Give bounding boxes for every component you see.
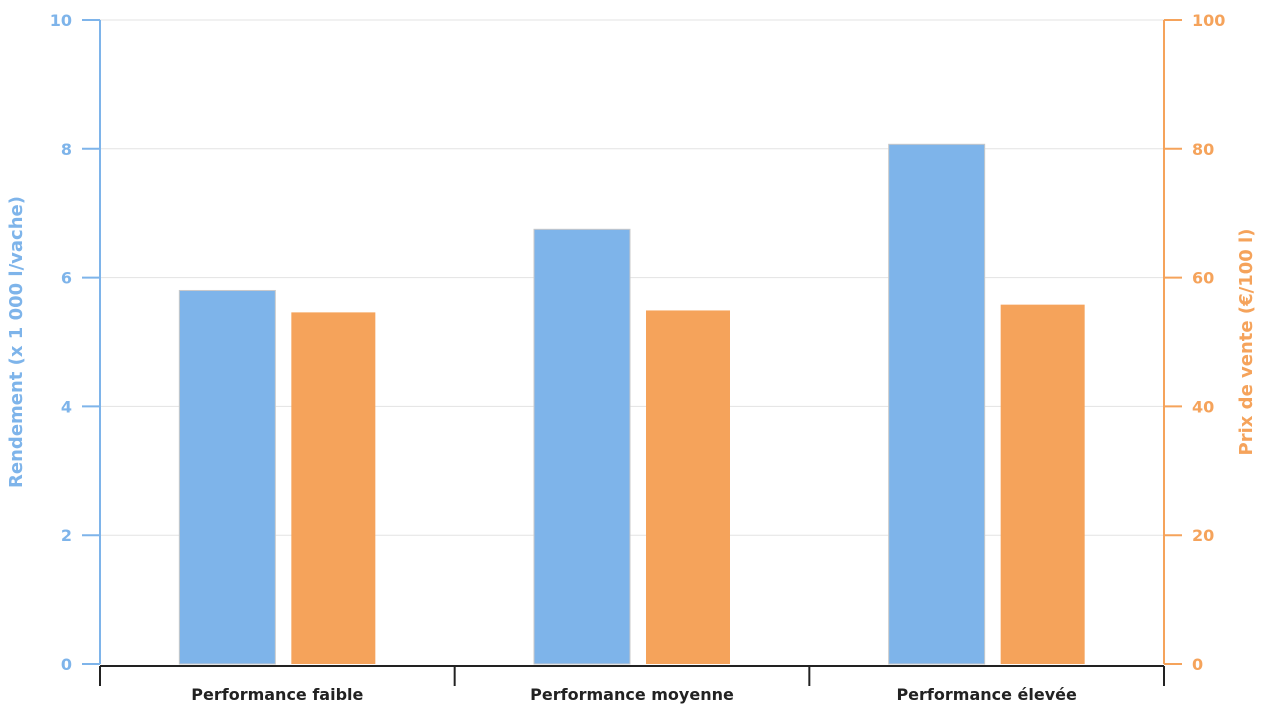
- y-right-tick-label: 100: [1192, 11, 1225, 30]
- y-right-tick-label: 0: [1192, 655, 1203, 674]
- y-left-tick-label: 6: [61, 269, 72, 288]
- y-left-axis-title: Rendement (x 1 000 l/vache): [6, 196, 27, 488]
- y-left-tick-label: 4: [61, 397, 72, 416]
- bars: [178, 143, 1085, 665]
- y-right-axis-title: Prix de vente (€/100 l): [1236, 229, 1257, 456]
- y-right-tick-label: 80: [1192, 140, 1214, 159]
- bar-rendement: [888, 143, 986, 665]
- bar-prix-de-vente: [291, 312, 376, 664]
- y-right-tick-label: 20: [1192, 526, 1214, 545]
- x-category-label: Performance faible: [191, 685, 363, 704]
- bar-rendement: [178, 289, 276, 665]
- bar-prix-de-vente: [646, 310, 730, 664]
- x-category-label: Performance moyenne: [530, 685, 734, 704]
- bar-rendement: [533, 228, 631, 665]
- gridlines: [100, 19, 1164, 536]
- y-right-tick-label: 40: [1192, 397, 1214, 416]
- bar-prix-de-vente: [1000, 304, 1085, 664]
- axes: [82, 19, 1182, 686]
- y-right-tick-label: 60: [1192, 269, 1214, 288]
- y-left-tick-label: 10: [50, 11, 72, 30]
- y-left-tick-label: 0: [61, 655, 72, 674]
- y-left-tick-label: 2: [61, 526, 72, 545]
- y-left-tick-label: 8: [61, 140, 72, 159]
- x-category-label: Performance élevée: [896, 685, 1077, 704]
